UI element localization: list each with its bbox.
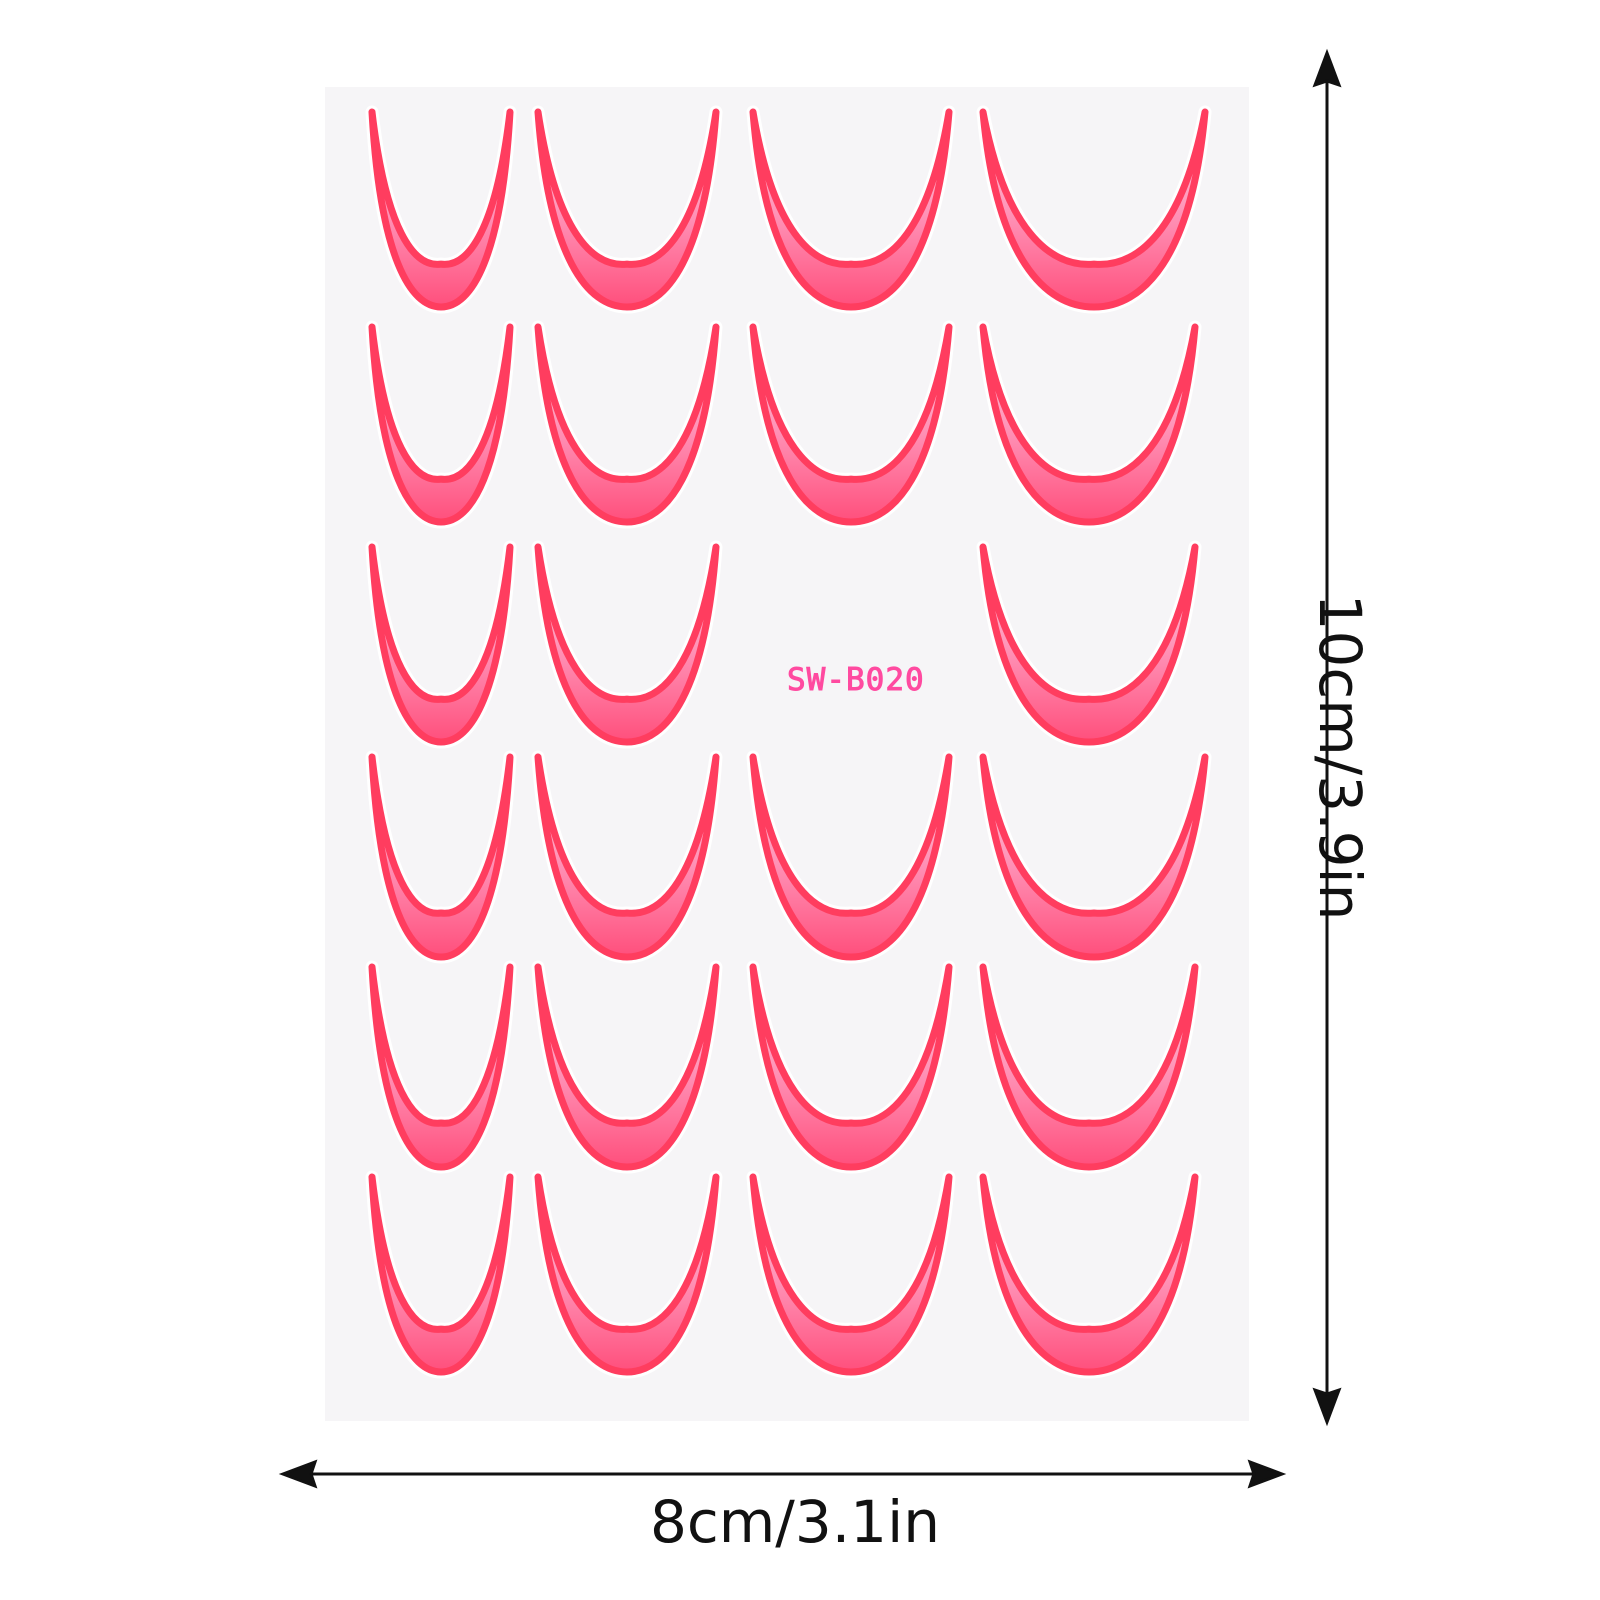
decal-crescent	[979, 108, 1209, 311]
nail-tip-decal	[976, 960, 1202, 1174]
decal-crescent	[368, 323, 514, 526]
nail-tip-decal	[746, 960, 956, 1174]
width-arrow-right-head	[1247, 1459, 1287, 1489]
nail-tip-decal	[365, 960, 517, 1174]
nail-tip-decal	[976, 105, 1212, 314]
nail-tip-decal	[365, 540, 517, 749]
sticker-sheet: SW-B020	[325, 87, 1249, 1421]
decal-crescent	[979, 1173, 1199, 1376]
nail-tip-decal	[531, 320, 723, 529]
decal-crescent	[534, 753, 720, 961]
decal-crescent	[749, 753, 953, 961]
nail-tip-decal	[365, 105, 517, 314]
nail-tip-decal	[976, 320, 1202, 529]
nail-tip-decal	[746, 1170, 956, 1379]
decal-crescent	[534, 323, 720, 526]
decal-crescent	[368, 108, 514, 311]
decal-crescent	[368, 1173, 514, 1376]
height-arrow-bottom-head	[1312, 1387, 1342, 1427]
decal-crescent	[979, 753, 1209, 961]
nail-tip-decal	[746, 750, 956, 964]
decal-crescent	[979, 323, 1199, 526]
height-arrow-top-head	[1312, 48, 1342, 88]
decal-crescent	[534, 1173, 720, 1376]
nail-tip-decal	[976, 540, 1202, 749]
nail-tip-decal	[531, 960, 723, 1174]
decal-crescent	[979, 543, 1199, 746]
nail-tip-decal	[365, 320, 517, 529]
width-arrow-left-head	[278, 1459, 318, 1489]
product-code-label: SW-B020	[787, 662, 925, 699]
nail-tip-decal	[365, 750, 517, 964]
decal-crescent	[534, 543, 720, 746]
width-dimension-label: 8cm/3.1in	[650, 1488, 940, 1556]
decal-crescent	[749, 963, 953, 1171]
nail-tip-decal	[531, 1170, 723, 1379]
nail-tip-decal	[531, 105, 723, 314]
decal-crescent	[368, 963, 514, 1171]
nail-tip-decal	[976, 750, 1212, 964]
decal-crescent	[749, 323, 953, 526]
decal-crescent	[749, 108, 953, 311]
decal-crescent	[534, 963, 720, 1171]
nail-tip-decal	[746, 105, 956, 314]
nail-tip-decal	[531, 750, 723, 964]
decal-crescent	[749, 1173, 953, 1376]
nail-tip-decal	[531, 540, 723, 749]
decal-crescent	[979, 963, 1199, 1171]
nail-tip-decal	[365, 1170, 517, 1379]
nail-tip-decal	[746, 320, 956, 529]
decal-grid	[365, 105, 1212, 1379]
nail-tip-decal	[976, 1170, 1202, 1379]
decal-crescent	[368, 753, 514, 961]
decal-crescent	[368, 543, 514, 746]
decal-crescent	[534, 108, 720, 311]
height-dimension-label: 10cm/3.9in	[1306, 593, 1374, 921]
